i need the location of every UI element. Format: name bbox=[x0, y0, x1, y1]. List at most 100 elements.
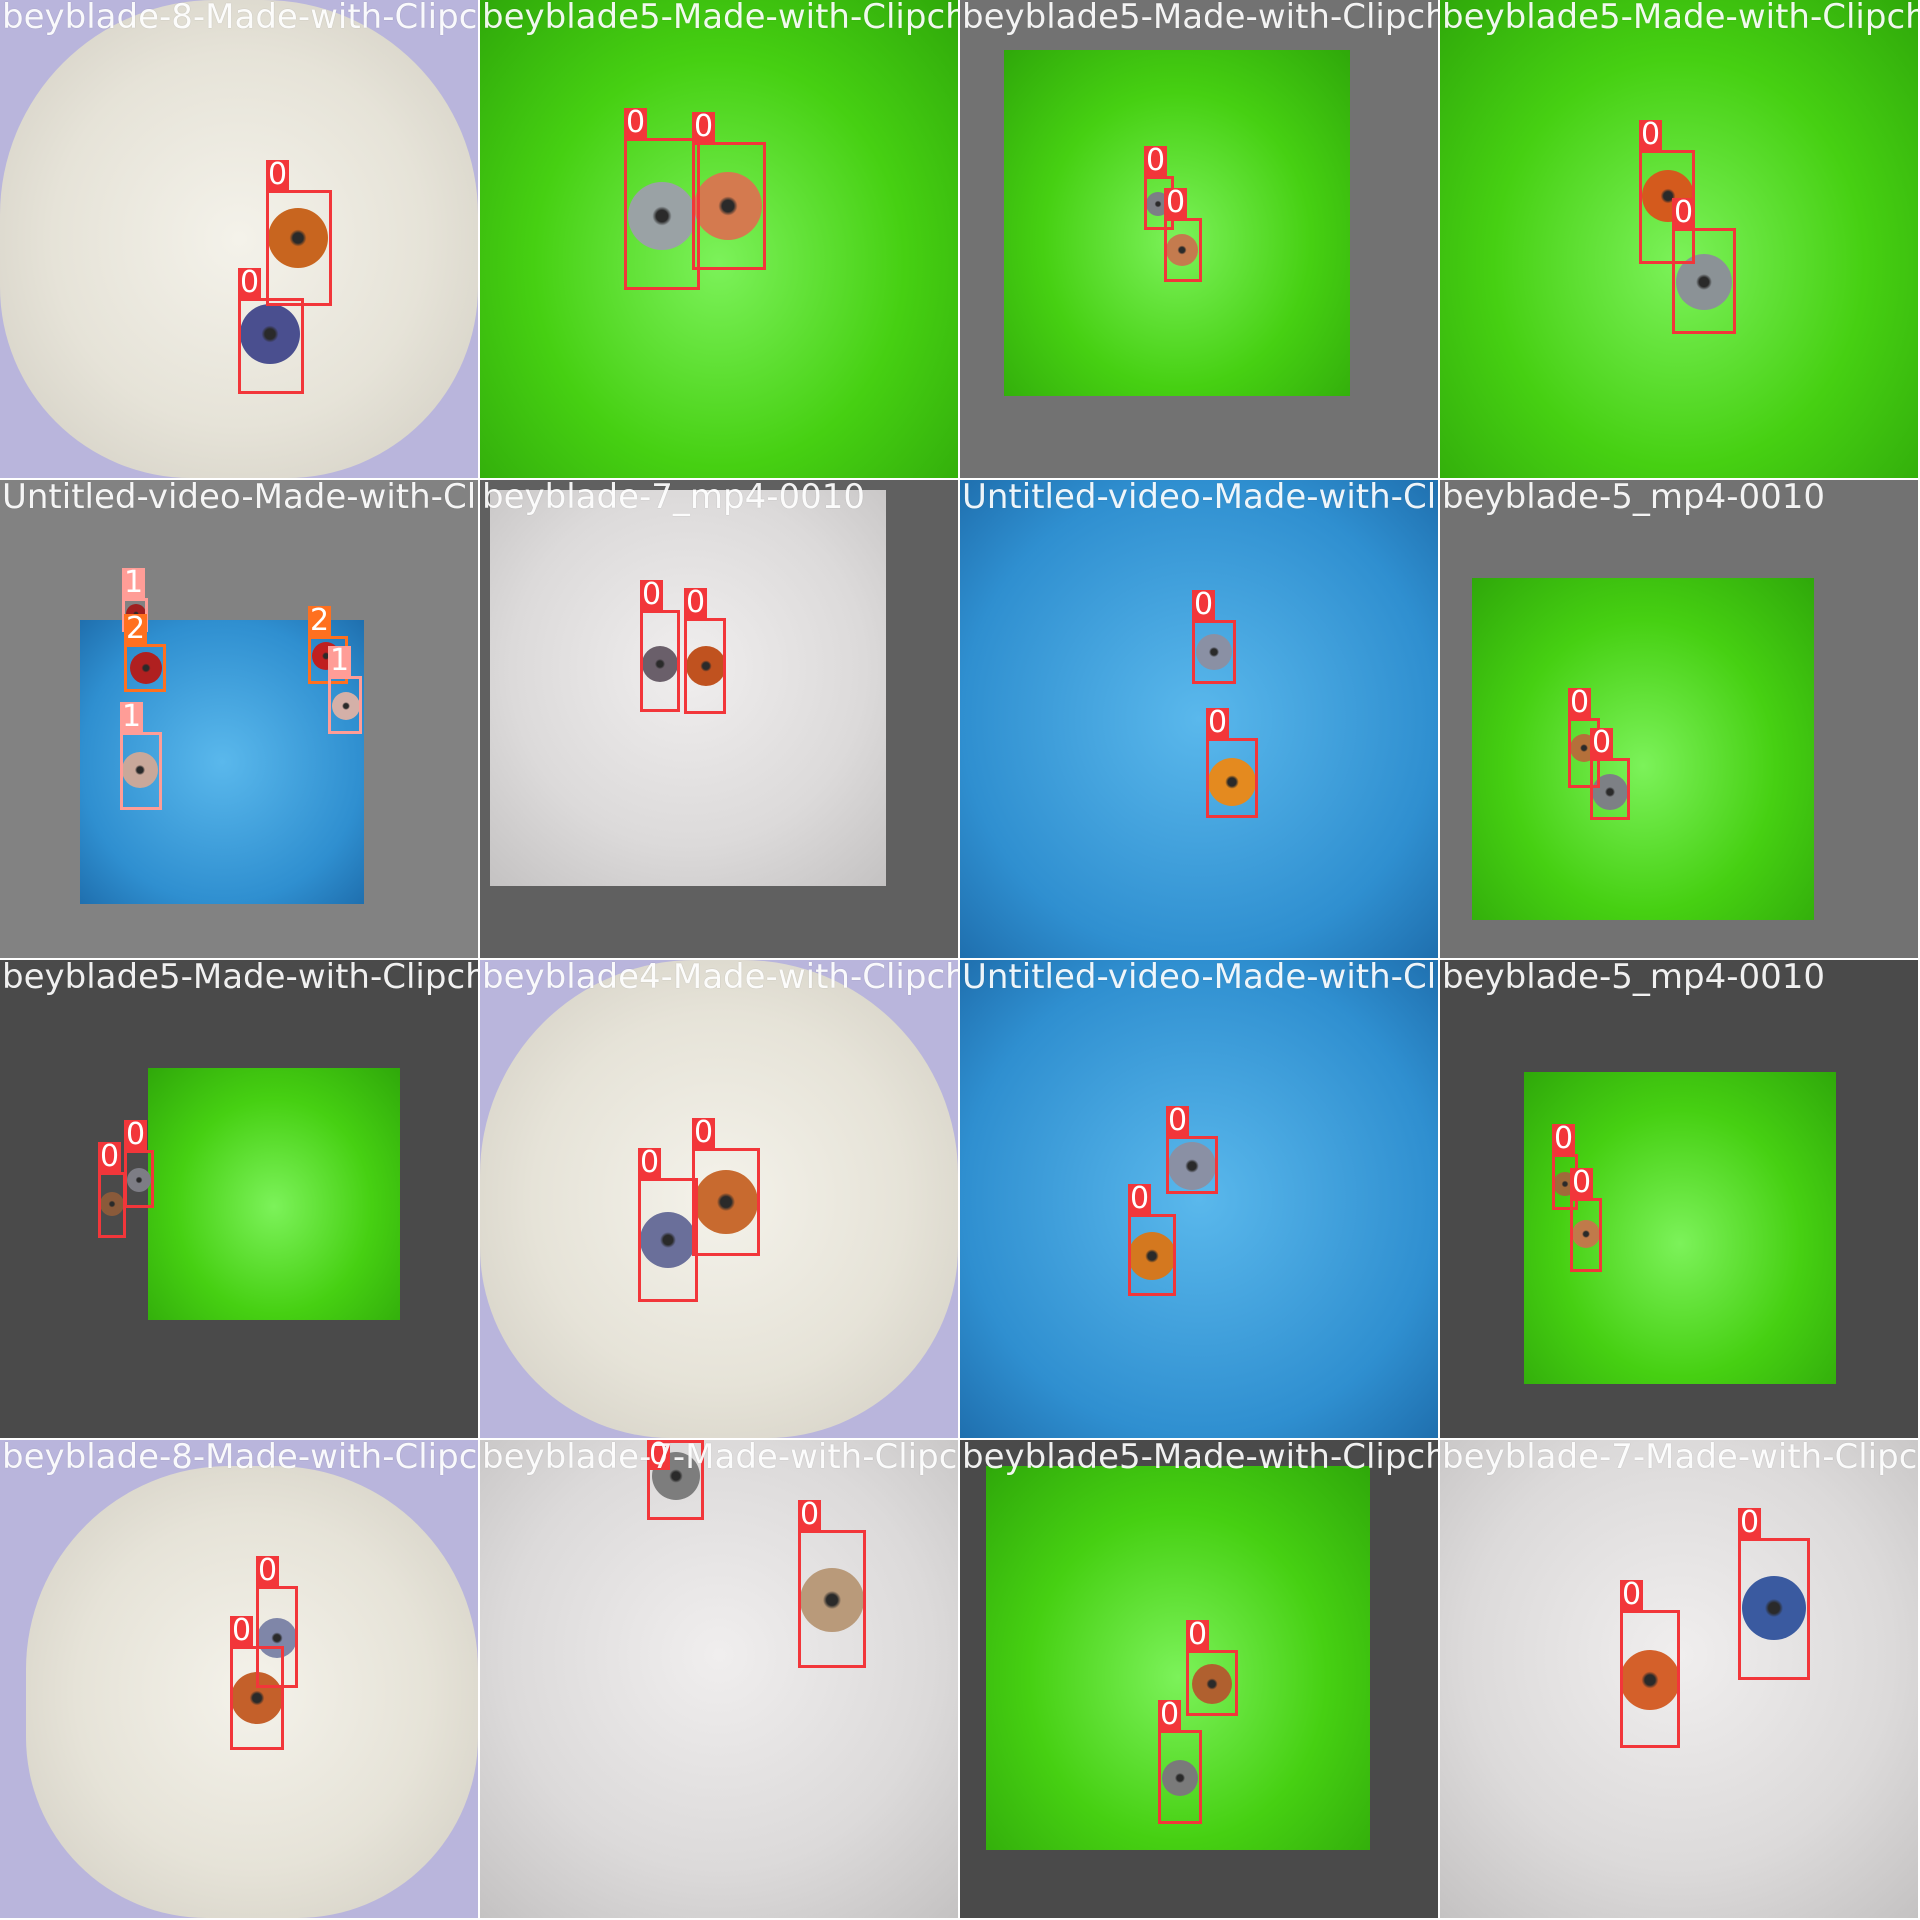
class-label: 0 bbox=[692, 109, 716, 144]
arena-image bbox=[960, 960, 1438, 1438]
class-label: 0 bbox=[684, 585, 708, 620]
mosaic-tile: 0 0 beyblade-7-Made-with-Clipchamp_mp4-009… bbox=[1440, 1440, 1918, 1918]
tile-filename: beyblade5-Made-with-Clipchamp_mp4-0060 bbox=[482, 0, 958, 37]
beyblade-top bbox=[257, 1618, 297, 1658]
mosaic-tile: 0 0 beyblade-5_mp4-0010 bbox=[1440, 960, 1918, 1438]
class-label: 2 bbox=[124, 611, 148, 646]
beyblade-top bbox=[122, 752, 158, 788]
mosaic-tile: 0 0 beyblade-7_mp4-0010 bbox=[480, 480, 958, 958]
mosaic-tile: 00 beyblade5-Made-with-Clipchamp bbox=[0, 960, 478, 1438]
arena-image bbox=[490, 490, 886, 886]
tile-filename: Untitled-video-Made-with-Clipchamp bbox=[2, 480, 478, 517]
mosaic-tile: 0 0 beyblade-8-Made-with-Clipchamp bbox=[0, 0, 478, 478]
detection-box bbox=[124, 1150, 154, 1208]
beyblade-top bbox=[642, 646, 678, 682]
detection-box bbox=[1570, 1198, 1602, 1272]
class-label: 0 bbox=[1158, 1697, 1182, 1732]
class-label: 0 bbox=[124, 1117, 148, 1152]
class-label: 0 bbox=[647, 1440, 671, 1472]
detection-box bbox=[124, 644, 166, 692]
class-label: 2 bbox=[308, 603, 332, 638]
beyblade-top bbox=[332, 692, 360, 720]
beyblade-top bbox=[694, 172, 762, 240]
mosaic-tile: 1 2 1 2 1 Untitled-video-Made-with-Clipchamp bbox=[0, 480, 478, 958]
tile-filename: beyblade-7_mp4-0010 bbox=[482, 480, 866, 517]
class-label: 1 bbox=[120, 699, 144, 734]
detection-box bbox=[1186, 1650, 1238, 1716]
tile-filename: beyblade5-Made-with-Clipchamp_mp4-0128 bbox=[962, 1440, 1438, 1477]
mosaic-tile: 0 0 Untitled-video-Made-with-Clipchamp_mp4… bbox=[960, 480, 1438, 958]
mosaic-tile: 0 0 Untitled-video-Made-with-Clipchamp_mp4… bbox=[960, 960, 1438, 1438]
detection-box bbox=[238, 298, 304, 394]
class-label: 0 bbox=[1128, 1181, 1152, 1216]
detection-box bbox=[1192, 620, 1236, 684]
beyblade-top bbox=[1208, 758, 1256, 806]
detection-box bbox=[692, 1148, 760, 1256]
tile-filename: beyblade5-Made-with-Clipchamp_mp4-0089 bbox=[1442, 0, 1918, 37]
tile-filename: beyblade5-Made-with-Clipchamp bbox=[2, 960, 478, 997]
detection-box bbox=[230, 1646, 284, 1750]
detection-box bbox=[1128, 1214, 1176, 1296]
beyblade-top bbox=[1742, 1576, 1806, 1640]
tile-filename: beyblade4-Made-with-Clipchamp_mp4-0010 bbox=[482, 960, 958, 997]
class-label: 0 bbox=[1639, 117, 1663, 152]
detection-box bbox=[1620, 1610, 1680, 1748]
class-label: 0 bbox=[1552, 1121, 1576, 1156]
detection-box bbox=[1158, 1730, 1202, 1824]
detection-box bbox=[266, 190, 332, 306]
arena-image bbox=[1440, 0, 1918, 478]
detection-box bbox=[798, 1530, 866, 1668]
class-label: 0 bbox=[798, 1497, 822, 1532]
detection-box bbox=[624, 138, 700, 290]
detection-box bbox=[1206, 738, 1258, 818]
detection-box bbox=[1590, 758, 1630, 820]
mosaic-tile: 0 0 beyblade5-Made-with-Clipchamp_mp4-0128 bbox=[960, 1440, 1438, 1918]
beyblade-top bbox=[1620, 1650, 1680, 1710]
detection-box bbox=[1166, 1136, 1218, 1194]
mosaic-tile: 0 0 beyblade5-Made-with-Clipchamp_mp4-0107 bbox=[960, 0, 1438, 478]
tile-filename: beyblade-8-Made-with-Clipchamp bbox=[2, 1440, 478, 1477]
class-label: 0 bbox=[98, 1139, 122, 1174]
beyblade-top bbox=[1162, 1760, 1198, 1796]
arena-image bbox=[148, 1068, 400, 1320]
tile-filename: beyblade-8-Made-with-Clipchamp bbox=[2, 0, 478, 37]
detection-box bbox=[1738, 1538, 1810, 1680]
detection-box bbox=[1164, 218, 1202, 282]
class-label: 1 bbox=[122, 565, 146, 600]
beyblade-top bbox=[240, 304, 300, 364]
class-label: 0 bbox=[1590, 725, 1614, 760]
detection-box bbox=[120, 732, 162, 810]
class-label: 0 bbox=[1144, 143, 1168, 178]
tile-filename: Untitled-video-Made-with-Clipchamp_mp4-0… bbox=[962, 480, 1438, 517]
class-label: 0 bbox=[238, 265, 262, 300]
class-label: 0 bbox=[1568, 685, 1592, 720]
arena-image bbox=[480, 1440, 958, 1918]
class-label: 0 bbox=[1192, 587, 1216, 622]
beyblade-top bbox=[130, 652, 162, 684]
detection-box bbox=[638, 1178, 698, 1302]
arena-image bbox=[0, 0, 478, 478]
beyblade-top bbox=[694, 1170, 758, 1234]
class-label: 0 bbox=[266, 157, 290, 192]
beyblade-top bbox=[127, 1168, 151, 1192]
beyblade-top bbox=[100, 1192, 124, 1216]
beyblade-top bbox=[1572, 1220, 1600, 1248]
class-label: 0 bbox=[640, 577, 664, 612]
class-label: 0 bbox=[1620, 1577, 1644, 1612]
beyblade-top bbox=[686, 646, 726, 686]
beyblade-top bbox=[268, 208, 328, 268]
beyblade-top bbox=[1168, 1142, 1216, 1190]
class-label: 0 bbox=[1570, 1165, 1594, 1200]
class-label: 0 bbox=[256, 1553, 280, 1588]
tile-filename: beyblade5-Made-with-Clipchamp_mp4-0107 bbox=[962, 0, 1438, 37]
tile-filename: beyblade-7-Made-with-Clipchamp_mp4-0061 bbox=[482, 1440, 958, 1477]
mosaic-tile: 0 0 beyblade-5_mp4-0010 bbox=[1440, 480, 1918, 958]
tile-filename: beyblade-7-Made-with-Clipchamp_mp4-0090 bbox=[1442, 1440, 1918, 1477]
class-label: 0 bbox=[1738, 1505, 1762, 1540]
mosaic-tile: 00beyblade-7-Made-with-Clipchamp_mp4-006… bbox=[480, 1440, 958, 1918]
mosaic-tile: 00 beyblade4-Made-with-Clipchamp_mp4-0010 bbox=[480, 960, 958, 1438]
detection-box bbox=[1672, 228, 1736, 334]
class-label: 0 bbox=[692, 1115, 716, 1150]
